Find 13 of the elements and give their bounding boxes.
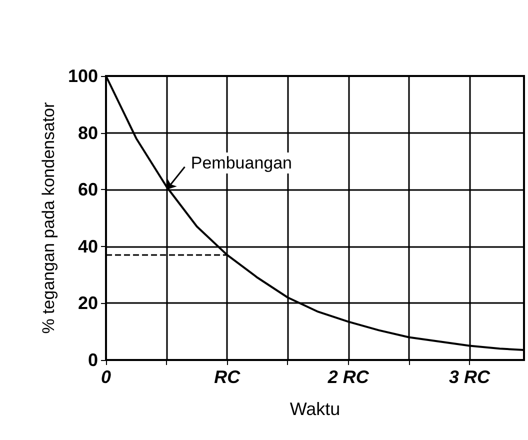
y-tick-label: 0: [88, 350, 98, 370]
y-axis-title: % tegangan pada kondensator: [39, 102, 58, 334]
y-tick-label: 80: [78, 122, 98, 143]
y-tick-label: 60: [78, 180, 98, 200]
y-tick-label: 20: [78, 293, 98, 314]
x-axis-title: Waktu: [290, 399, 340, 419]
x-tick-label: RC: [214, 367, 242, 387]
x-tick-label: 2 RC: [326, 367, 370, 387]
y-tick-label: 100: [68, 66, 98, 86]
x-tick-label: 3 RC: [448, 367, 491, 387]
y-tick-label: 40: [78, 236, 98, 256]
annotation: Pembuangan: [190, 153, 292, 172]
x-tick-label: 0: [100, 367, 112, 387]
